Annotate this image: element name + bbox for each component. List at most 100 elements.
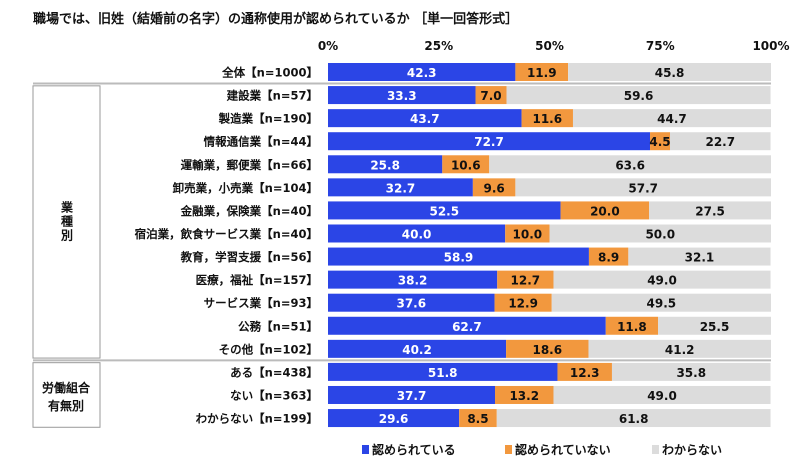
bar-segment: [328, 86, 476, 105]
group-box: [32, 362, 101, 428]
x-tick-label: 0%: [318, 39, 338, 53]
bar-segment: [328, 109, 522, 128]
bar-segment: [669, 132, 771, 151]
bar-segment: [553, 385, 771, 404]
bar-segment: [472, 178, 516, 197]
data-label: 9.6: [483, 181, 504, 195]
data-label: 8.9: [598, 251, 619, 265]
data-label: 52.5: [429, 204, 459, 218]
bar-segment: [506, 86, 771, 105]
bar-segment: [515, 63, 569, 81]
bar-segment: [328, 247, 589, 266]
legend-swatch: [362, 445, 369, 454]
bar-segment: [649, 201, 771, 220]
bar-segment: [328, 155, 443, 174]
category-label: わからない【n=199】: [196, 412, 318, 426]
category-label: 製造業【n=190】: [218, 112, 318, 126]
data-label: 10.6: [451, 158, 481, 172]
data-label: 22.7: [705, 135, 735, 149]
category-label: 教育，学習支援【n=56】: [180, 250, 318, 264]
data-label: 44.7: [657, 112, 687, 126]
category-label: その他【n=102】: [219, 342, 318, 356]
data-label: 50.0: [645, 227, 675, 241]
legend-label: わからない: [662, 443, 722, 457]
data-label: 45.8: [655, 66, 685, 80]
bar-segment: [549, 224, 771, 243]
bar-segment: [515, 178, 771, 197]
legend-swatch: [652, 445, 659, 454]
bar-segment: [588, 339, 771, 358]
data-label: 20.0: [590, 204, 620, 218]
category-label: 運輸業，郵便業【n=66】: [181, 158, 318, 172]
bar-segment: [328, 63, 516, 81]
legend-label: 認められていない: [515, 442, 611, 457]
bar-segment: [495, 385, 554, 404]
bar-segment: [496, 409, 771, 428]
group-label: 労働組合: [42, 380, 91, 395]
bar-segment: [475, 86, 507, 105]
category-label: 全体【n=1000】: [221, 66, 318, 80]
category-label: サービス業【n=93】: [204, 296, 318, 310]
data-label: 27.5: [695, 204, 725, 218]
legend-label: 認められている: [372, 442, 456, 457]
data-label: 10.0: [513, 227, 543, 241]
category-label: 卸売業，小売業【n=104】: [173, 181, 318, 195]
bar-segment: [328, 132, 651, 151]
data-label: 40.2: [402, 343, 432, 357]
data-label: 49.0: [647, 389, 677, 403]
data-label: 61.8: [619, 412, 649, 426]
x-tick-label: 75%: [646, 39, 675, 53]
bar-segment: [328, 293, 495, 312]
data-label: 62.7: [452, 320, 482, 334]
data-label: 11.9: [527, 66, 557, 80]
data-label: 63.6: [615, 158, 645, 172]
x-tick-label: 100%: [752, 39, 789, 53]
bar-segment: [568, 63, 771, 81]
data-label: 37.6: [396, 297, 426, 311]
bar-segment: [553, 270, 771, 289]
bar-segment: [506, 339, 589, 358]
bar-segment: [328, 362, 558, 381]
bar-segment: [459, 409, 497, 428]
category-label: 公務【n=51】: [238, 319, 318, 333]
bar-segment: [442, 155, 490, 174]
category-label: ある【n=438】: [230, 365, 318, 379]
data-label: 57.7: [628, 181, 658, 195]
data-label: 25.5: [700, 320, 730, 334]
bar-segment: [497, 270, 554, 289]
legend-swatch: [505, 445, 512, 454]
data-label: 72.7: [474, 135, 504, 149]
group-label: 業種別: [59, 201, 74, 243]
data-label: 49.0: [647, 274, 677, 288]
bar-segment: [551, 293, 771, 312]
x-tick-label: 25%: [424, 39, 453, 53]
data-label: 33.3: [387, 89, 417, 103]
group-label-container: 業種別: [33, 86, 100, 358]
bar-segment: [521, 109, 573, 128]
bar-segment: [328, 270, 498, 289]
bar-segment: [605, 316, 659, 335]
bar-segment: [328, 409, 460, 428]
bar-segment: [588, 247, 629, 266]
data-label: 12.7: [511, 274, 541, 288]
data-label: 29.6: [379, 412, 409, 426]
data-label: 8.5: [467, 412, 488, 426]
data-label: 25.8: [370, 158, 400, 172]
bar-segment: [328, 316, 606, 335]
bar-segment: [328, 224, 506, 243]
category-label: 情報通信業【n=44】: [203, 135, 318, 149]
bar-segment: [505, 224, 550, 243]
data-label: 32.7: [386, 181, 416, 195]
chart-title: 職場では、旧姓（結婚前の名字）の通称使用が認められているか ［単一回答形式］: [33, 12, 519, 27]
x-tick-label: 50%: [535, 39, 564, 53]
bar-segment: [557, 362, 612, 381]
data-label: 11.6: [532, 112, 562, 126]
bar-segment: [494, 293, 552, 312]
bar-segment: [560, 201, 650, 220]
data-label: 12.9: [508, 297, 538, 311]
data-label: 32.1: [685, 251, 715, 265]
bar-segment: [572, 109, 771, 128]
data-label: 12.3: [570, 366, 600, 380]
bar-segment: [611, 362, 771, 381]
